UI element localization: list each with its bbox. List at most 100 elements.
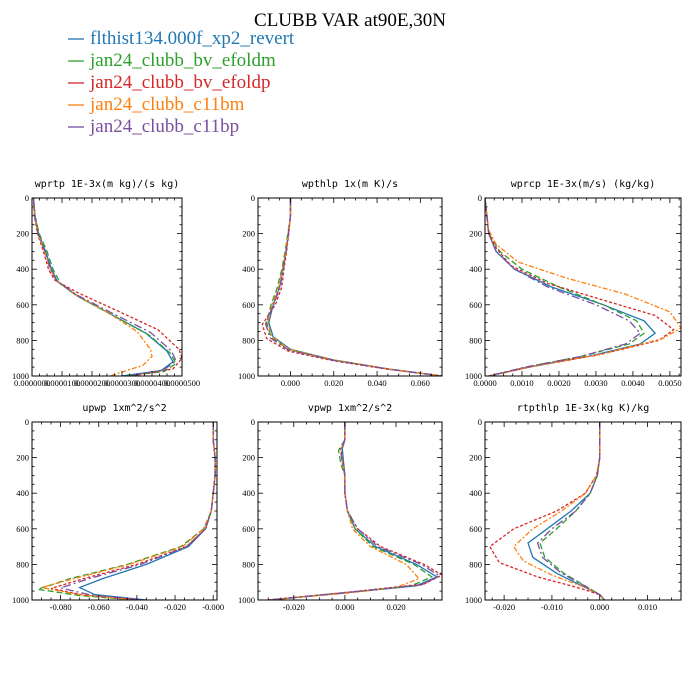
xtick-label: 0.000 — [281, 378, 300, 388]
ytick-label: 1000 — [12, 595, 29, 605]
series-line — [488, 422, 605, 600]
xtick-label: -0.000 — [202, 602, 224, 612]
series-line — [268, 422, 439, 600]
ytick-label: 600 — [469, 524, 482, 534]
series-line — [32, 198, 177, 376]
plot-frame — [484, 197, 682, 377]
xtick-label: 0.0000200 — [74, 378, 110, 388]
series-line — [32, 198, 153, 376]
plot-frame — [31, 421, 218, 601]
ytick-label: 400 — [469, 264, 482, 274]
series-line — [268, 422, 434, 600]
series-line — [268, 422, 421, 600]
xtick-label: -0.010 — [541, 602, 563, 612]
series-line — [268, 422, 442, 600]
ytick-label: 600 — [242, 524, 255, 534]
series-line — [268, 422, 441, 600]
legend-label: jan24_clubb_bv_efoldm — [89, 50, 276, 71]
ytick-label: 1000 — [465, 371, 482, 381]
series-line — [32, 198, 177, 376]
xtick-label: 0.0000500 — [164, 378, 200, 388]
xtick-label: 0.000 — [335, 602, 354, 612]
xtick-label: 0.0000300 — [104, 378, 140, 388]
ytick-label: 800 — [242, 559, 255, 569]
panel-4: upwp 1xm^2/s^2 0 200 400 600 800 1000 -0.080 -0.… — [12, 403, 224, 612]
ytick-label: 400 — [242, 264, 255, 274]
xtick-label: -0.020 — [164, 602, 186, 612]
legend-entry: jan24_clubb_c11bm — [68, 94, 245, 115]
xtick-label: 0.020 — [324, 378, 343, 388]
ytick-label: 800 — [16, 335, 29, 345]
series-line — [536, 422, 605, 600]
ytick-label: 1000 — [12, 371, 29, 381]
xtick-label: 0.0020 — [547, 378, 570, 388]
figure-title: CLUBB VAR at90E,30N — [254, 10, 446, 31]
xtick-label: -0.020 — [493, 602, 515, 612]
panel-title: vpwp 1xm^2/s^2 — [308, 403, 392, 414]
xtick-label: 0.060 — [411, 378, 430, 388]
ytick-label: 600 — [242, 300, 255, 310]
series-line — [264, 198, 442, 376]
plot-frame — [257, 197, 443, 377]
series-line — [58, 422, 216, 600]
panel-title: upwp 1xm^2/s^2 — [82, 403, 166, 414]
ytick-label: 200 — [242, 453, 255, 463]
ytick-label: 600 — [16, 524, 29, 534]
ytick-label: 0 — [25, 417, 29, 427]
series-line — [485, 198, 642, 376]
xtick-label: -0.080 — [50, 602, 72, 612]
xtick-label: 0.0050 — [658, 378, 681, 388]
panel-title: rtpthlp 1E-3x(kg K)/kg — [517, 403, 649, 414]
legend-label: jan24_clubb_c11bp — [89, 116, 239, 137]
ytick-label: 800 — [242, 335, 255, 345]
ytick-label: 0 — [251, 417, 255, 427]
ytick-label: 400 — [242, 488, 255, 498]
ytick-label: 0 — [478, 193, 482, 203]
series-line — [268, 198, 442, 376]
xtick-label: 0.000 — [590, 602, 609, 612]
ytick-label: 800 — [16, 559, 29, 569]
panel-title: wprcp 1E-3x(m/s) (kg/kg) — [511, 179, 656, 190]
legend-label: jan24_clubb_c11bm — [89, 94, 245, 115]
ytick-label: 200 — [16, 453, 29, 463]
xtick-label: 0.0040 — [621, 378, 644, 388]
plot-frame — [484, 421, 682, 601]
series-line — [527, 422, 605, 600]
ytick-label: 200 — [469, 453, 482, 463]
ytick-label: 0 — [478, 417, 482, 427]
xtick-label: 0.0000000 — [14, 378, 50, 388]
ytick-label: 1000 — [238, 371, 255, 381]
panel-3: wprcp 1E-3x(m/s) (kg/kg) 0 200 400 600 800 100… — [465, 179, 682, 388]
ytick-label: 800 — [469, 559, 482, 569]
xtick-label: 0.0010 — [510, 378, 533, 388]
ytick-label: 200 — [16, 229, 29, 239]
legend-entry: jan24_clubb_c11bp — [68, 116, 239, 137]
series-line — [78, 422, 216, 600]
ytick-label: 200 — [469, 229, 482, 239]
series-line — [485, 198, 645, 376]
ytick-label: 0 — [25, 193, 29, 203]
ytick-label: 200 — [242, 229, 255, 239]
legend-label: flthist134.000f_xp2_revert — [90, 28, 295, 49]
legend-entry: jan24_clubb_bv_efoldm — [68, 50, 276, 71]
ytick-label: 400 — [469, 488, 482, 498]
panel-5: vpwp 1xm^2/s^2 0 200 400 600 800 1000 -0.020 0.0… — [238, 403, 443, 612]
xtick-label: 0.020 — [386, 602, 405, 612]
legend-entry: flthist134.000f_xp2_revert — [68, 28, 295, 49]
series-line — [32, 198, 174, 376]
series-line — [485, 198, 675, 376]
plot-frame — [31, 197, 183, 377]
series-line — [50, 422, 216, 600]
plot-frame — [257, 421, 443, 601]
xtick-label: 0.040 — [367, 378, 386, 388]
xtick-label: -0.060 — [88, 602, 110, 612]
panel-title: wprtp 1E-3x(m kg)/(s kg) — [35, 179, 180, 190]
xtick-label: 0.0000400 — [134, 378, 170, 388]
xtick-label: 0.0000100 — [44, 378, 80, 388]
legend-entry: jan24_clubb_bv_efoldp — [68, 72, 270, 93]
series-line — [512, 422, 605, 600]
series-line — [37, 422, 216, 600]
ytick-label: 400 — [16, 264, 29, 274]
panels-grid: wprtp 1E-3x(m kg)/(s kg) 0 200 400 600 800 100… — [12, 179, 682, 612]
